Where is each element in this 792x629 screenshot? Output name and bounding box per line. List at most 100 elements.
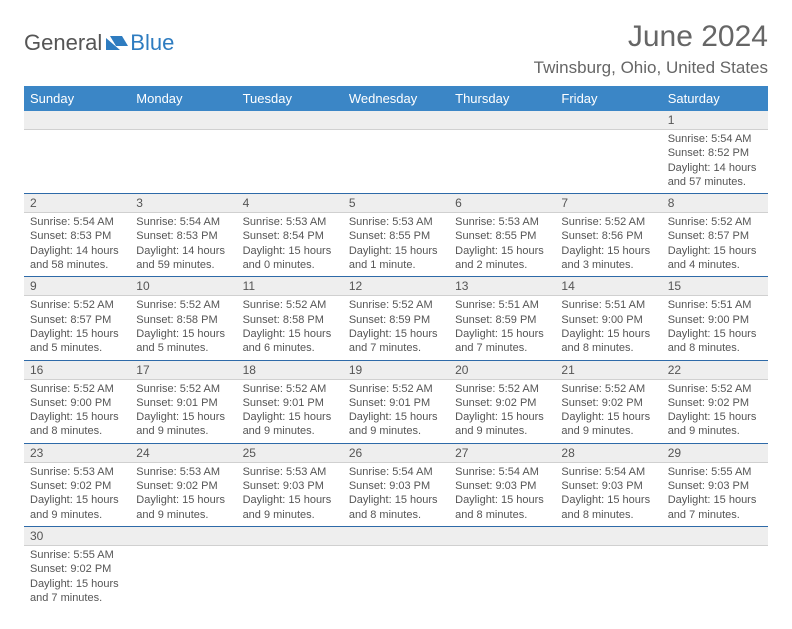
- calendar-cell: 9Sunrise: 5:52 AMSunset: 8:57 PMDaylight…: [24, 277, 130, 360]
- day-number: 27: [449, 444, 555, 463]
- sunset-text: Sunset: 9:03 PM: [668, 479, 762, 493]
- calendar-cell: 11Sunrise: 5:52 AMSunset: 8:58 PMDayligh…: [237, 277, 343, 360]
- calendar-cell: 6Sunrise: 5:53 AMSunset: 8:55 PMDaylight…: [449, 194, 555, 277]
- location: Twinsburg, Ohio, United States: [534, 58, 768, 78]
- sunset-text: Sunset: 9:02 PM: [30, 562, 124, 576]
- calendar-cell: [555, 526, 661, 609]
- weekday-header: Wednesday: [343, 86, 449, 111]
- calendar-cell: [555, 111, 661, 194]
- calendar-cell: 21Sunrise: 5:52 AMSunset: 9:02 PMDayligh…: [555, 360, 661, 443]
- day-body: Sunrise: 5:52 AMSunset: 8:57 PMDaylight:…: [24, 296, 130, 359]
- brand-part1: General: [24, 30, 102, 56]
- calendar-cell: 24Sunrise: 5:53 AMSunset: 9:02 PMDayligh…: [130, 443, 236, 526]
- sunrise-text: Sunrise: 5:52 AM: [136, 382, 230, 396]
- calendar-cell: 4Sunrise: 5:53 AMSunset: 8:54 PMDaylight…: [237, 194, 343, 277]
- sunset-text: Sunset: 9:02 PM: [561, 396, 655, 410]
- sunrise-text: Sunrise: 5:52 AM: [455, 382, 549, 396]
- sunrise-text: Sunrise: 5:52 AM: [561, 215, 655, 229]
- day-body: Sunrise: 5:52 AMSunset: 8:57 PMDaylight:…: [662, 213, 768, 276]
- calendar-cell: 13Sunrise: 5:51 AMSunset: 8:59 PMDayligh…: [449, 277, 555, 360]
- sunrise-text: Sunrise: 5:53 AM: [136, 465, 230, 479]
- sunrise-text: Sunrise: 5:55 AM: [30, 548, 124, 562]
- day-number: 13: [449, 277, 555, 296]
- daylight-text: Daylight: 15 hours and 5 minutes.: [30, 327, 124, 356]
- daylight-text: Daylight: 15 hours and 8 minutes.: [455, 493, 549, 522]
- sunset-text: Sunset: 8:54 PM: [243, 229, 337, 243]
- brand-logo: General Blue: [24, 30, 174, 56]
- calendar-cell: 15Sunrise: 5:51 AMSunset: 9:00 PMDayligh…: [662, 277, 768, 360]
- day-body: Sunrise: 5:54 AMSunset: 8:53 PMDaylight:…: [24, 213, 130, 276]
- sunrise-text: Sunrise: 5:54 AM: [136, 215, 230, 229]
- daylight-text: Daylight: 15 hours and 2 minutes.: [455, 244, 549, 273]
- calendar-week-row: 23Sunrise: 5:53 AMSunset: 9:02 PMDayligh…: [24, 443, 768, 526]
- sunrise-text: Sunrise: 5:54 AM: [349, 465, 443, 479]
- weekday-header: Friday: [555, 86, 661, 111]
- calendar-cell: 22Sunrise: 5:52 AMSunset: 9:02 PMDayligh…: [662, 360, 768, 443]
- day-number: 5: [343, 194, 449, 213]
- day-number: 16: [24, 361, 130, 380]
- sunrise-text: Sunrise: 5:53 AM: [243, 215, 337, 229]
- sunrise-text: Sunrise: 5:55 AM: [668, 465, 762, 479]
- calendar-cell: [343, 111, 449, 194]
- calendar-cell: [662, 526, 768, 609]
- sunset-text: Sunset: 8:53 PM: [30, 229, 124, 243]
- calendar-cell: 5Sunrise: 5:53 AMSunset: 8:55 PMDaylight…: [343, 194, 449, 277]
- calendar-cell: 23Sunrise: 5:53 AMSunset: 9:02 PMDayligh…: [24, 443, 130, 526]
- day-body: Sunrise: 5:53 AMSunset: 8:54 PMDaylight:…: [237, 213, 343, 276]
- sunset-text: Sunset: 8:55 PM: [455, 229, 549, 243]
- daylight-text: Daylight: 15 hours and 9 minutes.: [136, 493, 230, 522]
- day-body: Sunrise: 5:54 AMSunset: 8:53 PMDaylight:…: [130, 213, 236, 276]
- sunrise-text: Sunrise: 5:51 AM: [668, 298, 762, 312]
- daylight-text: Daylight: 15 hours and 9 minutes.: [30, 493, 124, 522]
- title-block: June 2024 Twinsburg, Ohio, United States: [534, 20, 768, 78]
- daylight-text: Daylight: 15 hours and 4 minutes.: [668, 244, 762, 273]
- day-body: Sunrise: 5:52 AMSunset: 9:01 PMDaylight:…: [237, 380, 343, 443]
- daylight-text: Daylight: 15 hours and 8 minutes.: [561, 493, 655, 522]
- day-body: Sunrise: 5:52 AMSunset: 9:01 PMDaylight:…: [343, 380, 449, 443]
- day-body: Sunrise: 5:54 AMSunset: 9:03 PMDaylight:…: [449, 463, 555, 526]
- calendar-cell: 26Sunrise: 5:54 AMSunset: 9:03 PMDayligh…: [343, 443, 449, 526]
- day-number: 22: [662, 361, 768, 380]
- calendar-cell: [130, 526, 236, 609]
- daylight-text: Daylight: 15 hours and 9 minutes.: [668, 410, 762, 439]
- sunrise-text: Sunrise: 5:53 AM: [455, 215, 549, 229]
- day-body: Sunrise: 5:54 AMSunset: 8:52 PMDaylight:…: [662, 130, 768, 193]
- sunrise-text: Sunrise: 5:52 AM: [668, 382, 762, 396]
- day-body: Sunrise: 5:54 AMSunset: 9:03 PMDaylight:…: [343, 463, 449, 526]
- daylight-text: Daylight: 15 hours and 7 minutes.: [349, 327, 443, 356]
- day-number: 24: [130, 444, 236, 463]
- sunrise-text: Sunrise: 5:53 AM: [243, 465, 337, 479]
- sunrise-text: Sunrise: 5:54 AM: [561, 465, 655, 479]
- calendar-week-row: 2Sunrise: 5:54 AMSunset: 8:53 PMDaylight…: [24, 194, 768, 277]
- daylight-text: Daylight: 15 hours and 6 minutes.: [243, 327, 337, 356]
- day-number: 1: [662, 111, 768, 130]
- calendar-cell: 25Sunrise: 5:53 AMSunset: 9:03 PMDayligh…: [237, 443, 343, 526]
- daylight-text: Daylight: 15 hours and 9 minutes.: [561, 410, 655, 439]
- weekday-header-row: Sunday Monday Tuesday Wednesday Thursday…: [24, 86, 768, 111]
- calendar-cell: 18Sunrise: 5:52 AMSunset: 9:01 PMDayligh…: [237, 360, 343, 443]
- calendar-cell: 12Sunrise: 5:52 AMSunset: 8:59 PMDayligh…: [343, 277, 449, 360]
- sunrise-text: Sunrise: 5:52 AM: [243, 298, 337, 312]
- day-number: 9: [24, 277, 130, 296]
- daylight-text: Daylight: 15 hours and 9 minutes.: [349, 410, 443, 439]
- sunset-text: Sunset: 9:00 PM: [561, 313, 655, 327]
- day-body: Sunrise: 5:53 AMSunset: 9:03 PMDaylight:…: [237, 463, 343, 526]
- day-body: Sunrise: 5:53 AMSunset: 9:02 PMDaylight:…: [24, 463, 130, 526]
- day-body: Sunrise: 5:52 AMSunset: 8:59 PMDaylight:…: [343, 296, 449, 359]
- day-body: Sunrise: 5:53 AMSunset: 8:55 PMDaylight:…: [343, 213, 449, 276]
- calendar-cell: 1Sunrise: 5:54 AMSunset: 8:52 PMDaylight…: [662, 111, 768, 194]
- day-number: 8: [662, 194, 768, 213]
- calendar-cell: [130, 111, 236, 194]
- day-number: 17: [130, 361, 236, 380]
- sunrise-text: Sunrise: 5:54 AM: [455, 465, 549, 479]
- daylight-text: Daylight: 15 hours and 8 minutes.: [30, 410, 124, 439]
- sunset-text: Sunset: 8:52 PM: [668, 146, 762, 160]
- sunrise-text: Sunrise: 5:51 AM: [455, 298, 549, 312]
- calendar-cell: 10Sunrise: 5:52 AMSunset: 8:58 PMDayligh…: [130, 277, 236, 360]
- sunrise-text: Sunrise: 5:52 AM: [30, 382, 124, 396]
- weekday-header: Saturday: [662, 86, 768, 111]
- sunrise-text: Sunrise: 5:53 AM: [349, 215, 443, 229]
- brand-mark-icon: [106, 32, 128, 55]
- sunset-text: Sunset: 9:01 PM: [349, 396, 443, 410]
- sunrise-text: Sunrise: 5:52 AM: [30, 298, 124, 312]
